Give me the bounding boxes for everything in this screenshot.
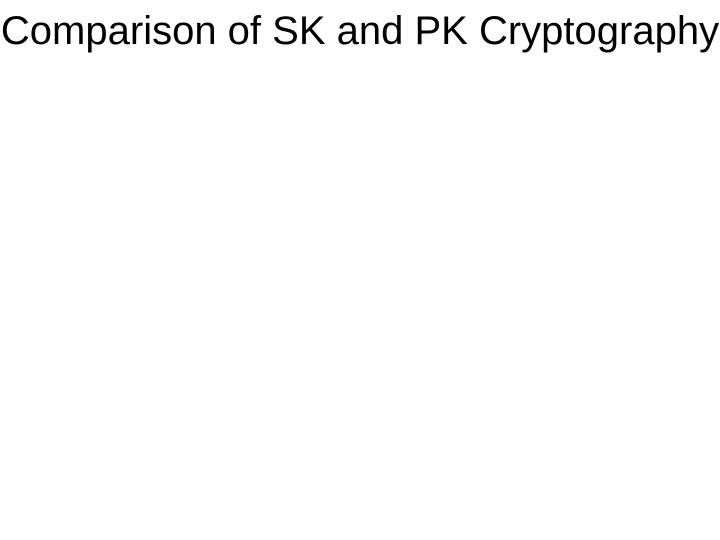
slide-container: Comparison of SK and PK Cryptography: [0, 0, 720, 540]
slide-title: Comparison of SK and PK Cryptography: [0, 8, 720, 54]
